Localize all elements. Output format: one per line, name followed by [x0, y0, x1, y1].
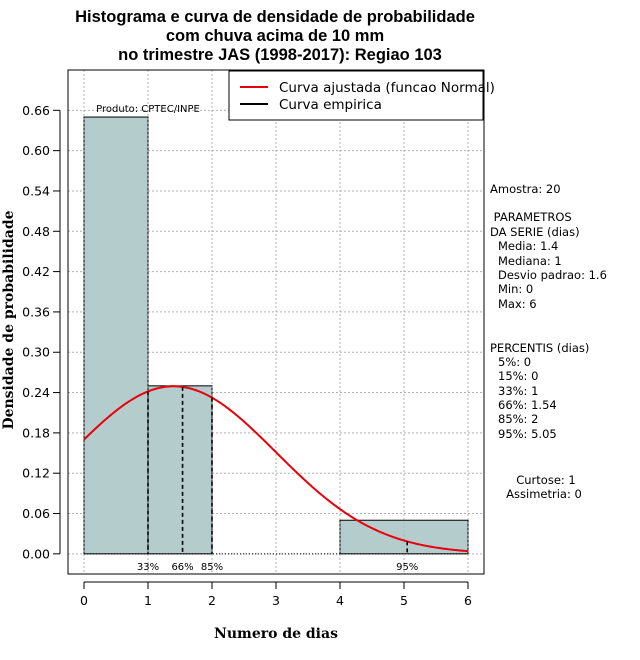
- side-panel: Amostra: 20 PARAMETROS DA SERIE (dias) M…: [490, 182, 607, 501]
- percentiles-header: PERCENTIS (dias): [490, 341, 589, 355]
- y-tick-label: 0.54: [22, 183, 50, 198]
- params-header-line-1: PARAMETROS: [490, 210, 572, 224]
- legend-box: [228, 70, 484, 121]
- histogram-bar: [83, 116, 149, 555]
- y-tick-label: 0.48: [22, 224, 50, 239]
- param-max: Max: 6: [498, 297, 537, 311]
- param-median: Mediana: 1: [498, 254, 562, 268]
- percentile-33: 33%: 1: [498, 384, 538, 398]
- x-tick-label: 0: [80, 593, 88, 608]
- param-sd: Desvio padrao: 1.6: [498, 268, 607, 282]
- y-axis-title: Densidade de probabilidade: [1, 210, 17, 429]
- chart-title-line-3: no trimestre JAS (1998-2017): Regiao 103: [118, 46, 442, 64]
- x-tick-label: 1: [144, 593, 152, 608]
- plot-area: 33% 66% 85% 95%: [68, 70, 484, 574]
- legend-label-fitted: Curva ajustada (funcao Normal): [279, 80, 495, 96]
- x-tick-label: 3: [272, 593, 280, 608]
- y-tick-label: 0.66: [22, 103, 50, 118]
- legend-label-empirical: Curva empirica: [279, 97, 382, 113]
- chart-title-line-2: com chuva acima de 10 mm: [166, 27, 384, 45]
- skewness: Assimetria: 0: [506, 487, 582, 501]
- percentile-5: 5%: 0: [498, 355, 531, 369]
- chart-title-line-1: Histograma e curva de densidade de proba…: [75, 8, 475, 26]
- x-tick-label: 2: [208, 593, 216, 608]
- y-tick-label: 0.36: [22, 304, 50, 319]
- plot-frame: [67, 69, 485, 575]
- chart-title: Histograma e curva de densidade de proba…: [75, 8, 475, 64]
- y-tick-label: 0.18: [22, 425, 50, 440]
- y-tick-label: 0.42: [22, 264, 50, 279]
- product-label: Produto: CPTEC/INPE: [96, 104, 200, 115]
- sample-size: Amostra: 20: [490, 182, 561, 196]
- percentile-marker-label: 66%: [171, 562, 193, 573]
- percentile-85: 85%: 2: [498, 412, 538, 426]
- percentile-66: 66%: 1.54: [498, 398, 557, 412]
- x-tick-label: 5: [400, 593, 408, 608]
- x-axis-title: Numero de dias: [214, 626, 338, 642]
- percentile-marker-label: 85%: [201, 562, 223, 573]
- y-tick-label: 0.30: [22, 345, 50, 360]
- y-tick-label: 0.24: [22, 385, 50, 400]
- axes: 0.00 0.06 0.12 0.18 0.24 0.30 0.36 0.42 0.48 0.54…: [22, 103, 472, 608]
- percentile-15: 15%: 0: [498, 369, 538, 383]
- percentile-marker-label: 33%: [137, 562, 159, 573]
- y-tick-label: 0.12: [22, 466, 50, 481]
- params-header-line-2: DA SERIE (dias): [490, 225, 580, 239]
- kurtosis: Curtose: 1: [516, 473, 576, 487]
- param-mean: Media: 1.4: [498, 239, 558, 253]
- percentile-95: 95%: 5.05: [498, 427, 557, 441]
- y-tick-label: 0.00: [22, 546, 50, 561]
- x-tick-label: 6: [464, 593, 472, 608]
- param-min: Min: 0: [498, 282, 533, 296]
- y-tick-label: 0.06: [22, 506, 50, 521]
- percentile-marker-label: 95%: [396, 562, 418, 573]
- legend: Curva ajustada (funcao Normal) Curva emp…: [228, 70, 495, 121]
- histogram-bar: [147, 385, 213, 555]
- y-tick-label: 0.60: [22, 143, 50, 158]
- x-tick-label: 4: [336, 593, 344, 608]
